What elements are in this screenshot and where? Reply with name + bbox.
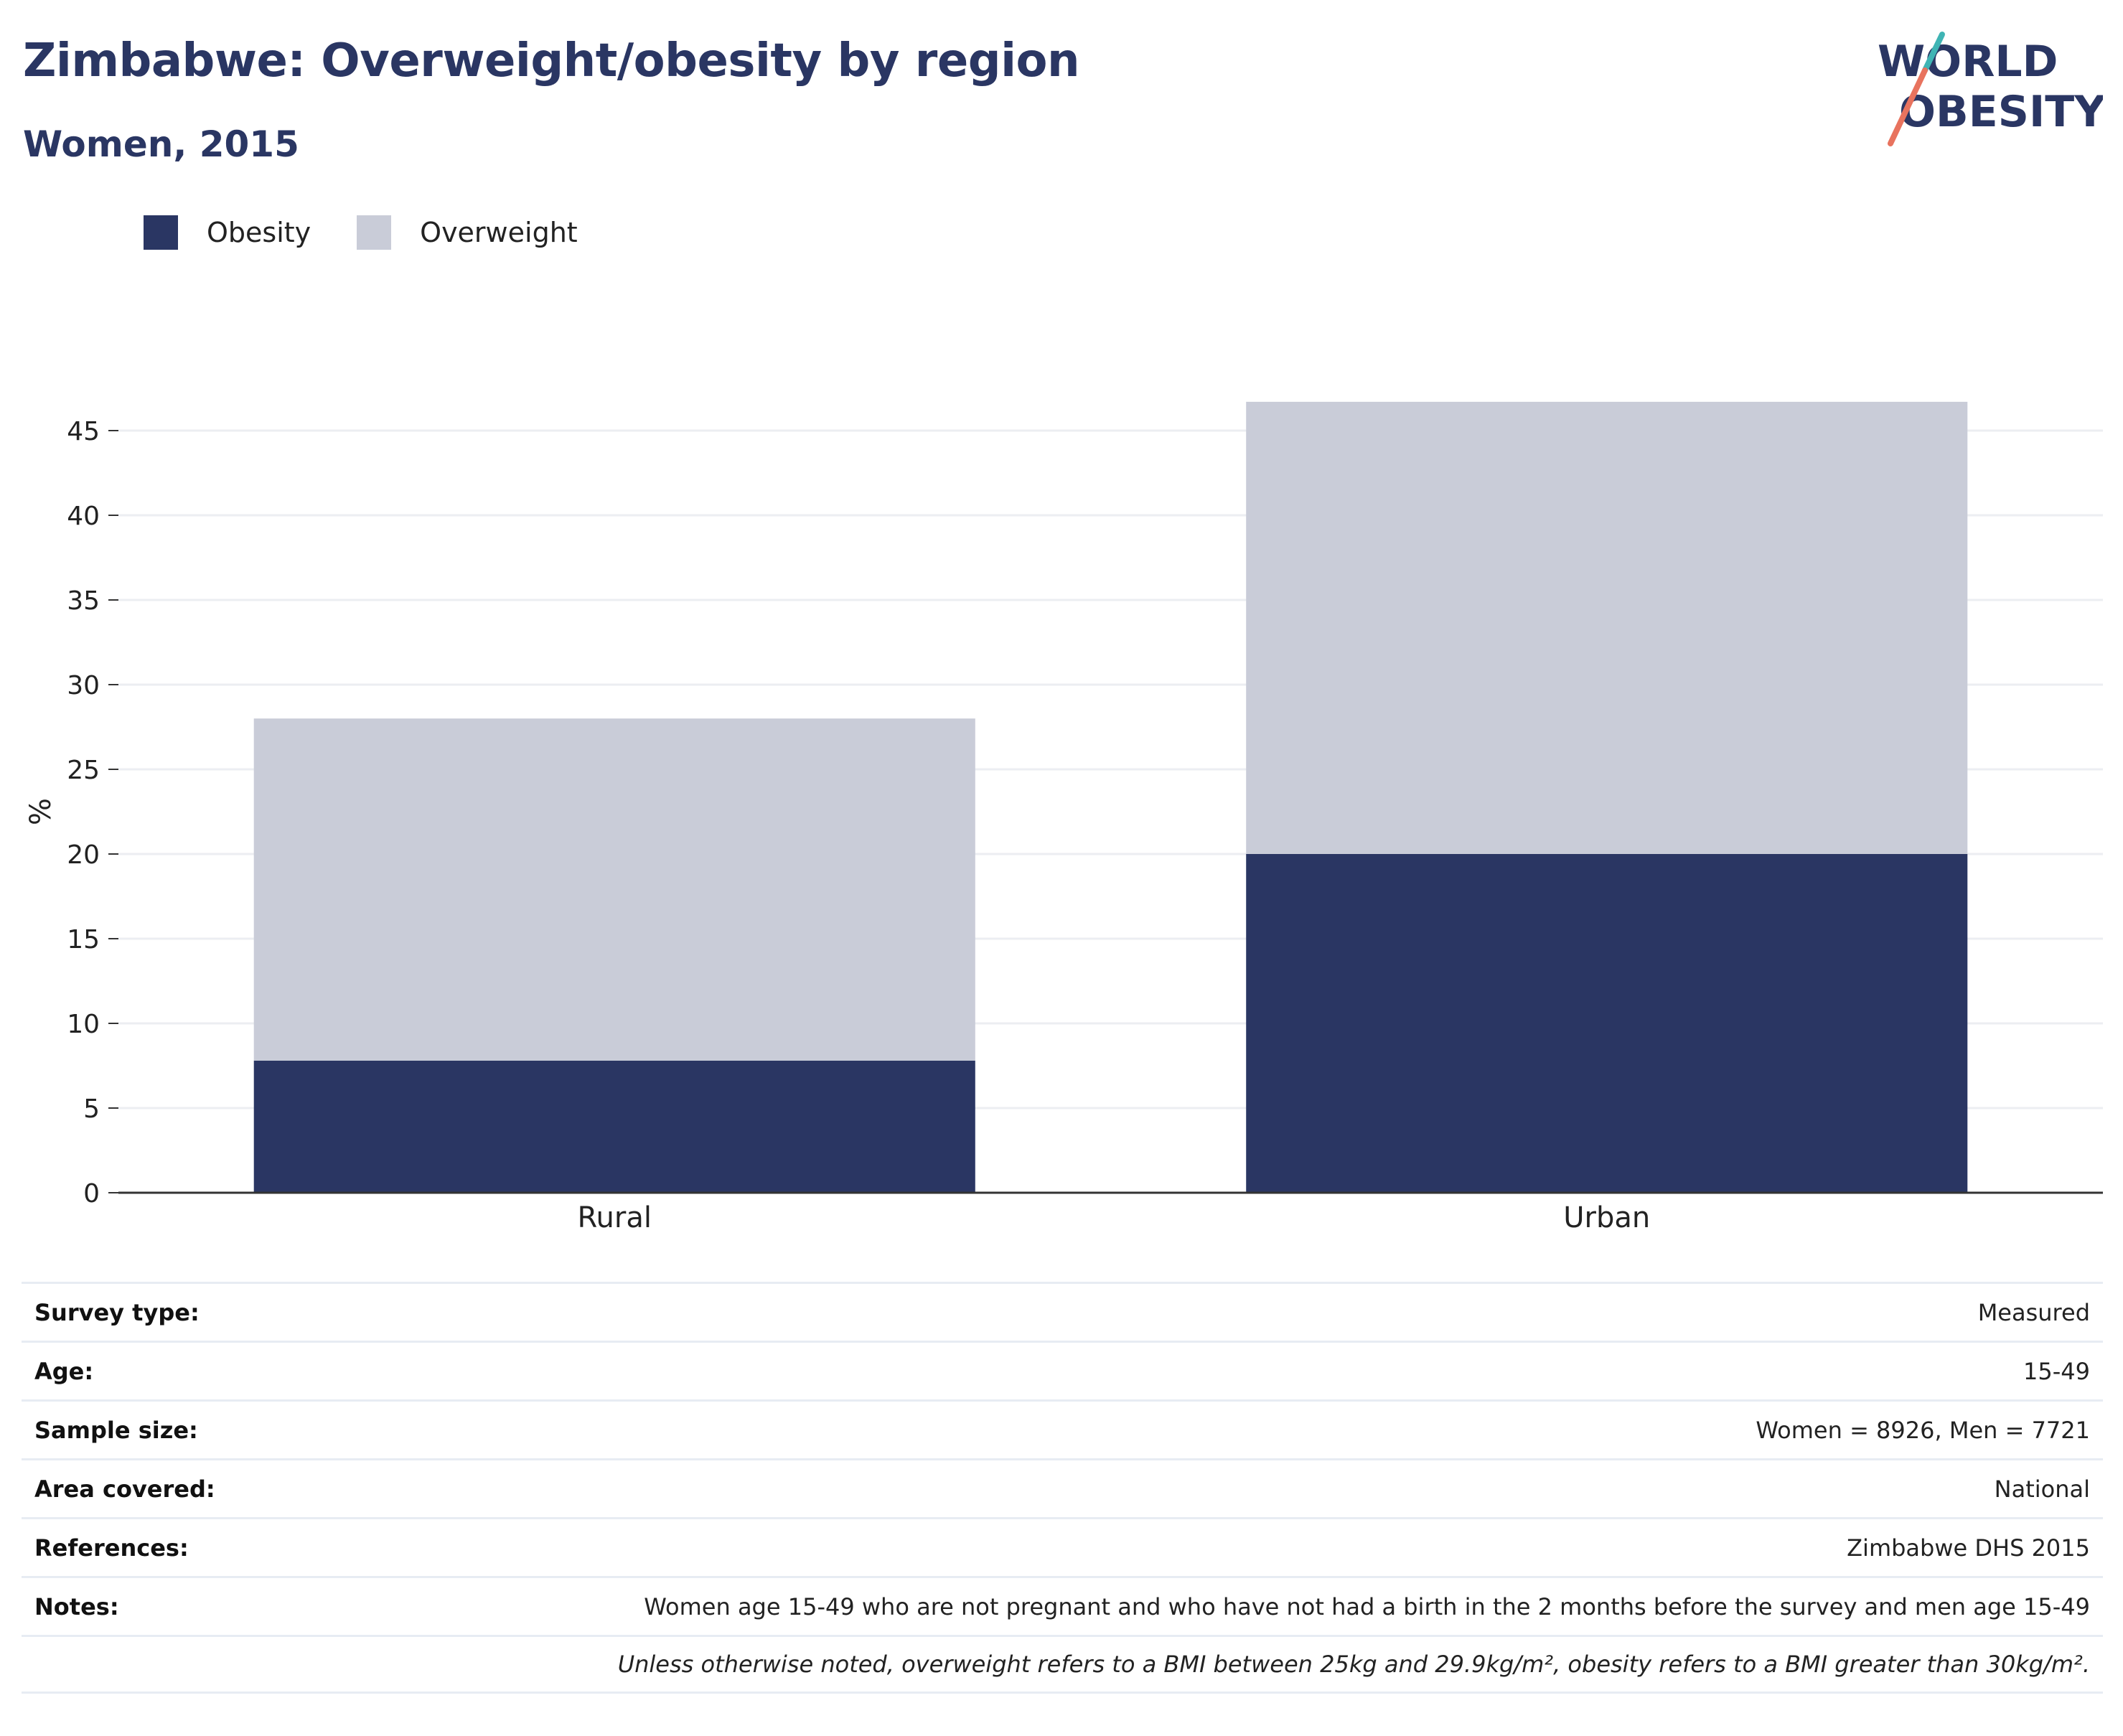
y-tick-label: 5 <box>83 1094 100 1124</box>
chart-legend: Obesity Overweight <box>144 215 624 250</box>
y-tick-label: 20 <box>67 840 100 870</box>
x-tick-label-urban: Urban <box>1563 1201 1650 1234</box>
info-label: Sample size: <box>34 1416 198 1444</box>
y-tick-label: 45 <box>67 417 100 446</box>
info-value: Women = 8926, Men = 7721 <box>1756 1416 2090 1444</box>
footnote-text: Unless otherwise noted, overweight refer… <box>617 1651 2090 1678</box>
info-value: Women age 15-49 who are not pregnant and… <box>644 1592 2090 1620</box>
info-value: Zimbabwe DHS 2015 <box>1847 1534 2090 1562</box>
logo-line1: WORLD <box>1878 37 2058 87</box>
info-row-footnote: Unless otherwise noted, overweight refer… <box>22 1635 2103 1694</box>
stacked-bar-chart: 0 5 10 15 20 25 30 35 40 45% Rural Urban <box>24 401 2103 1234</box>
bar-overweight-rural <box>253 718 975 1061</box>
logo-line2: OBESITY <box>1899 87 2103 137</box>
bar-overweight-urban <box>1246 401 1968 854</box>
logo-slash-teal <box>1922 32 1945 73</box>
info-label: Survey type: <box>34 1298 200 1326</box>
y-tick-label: 30 <box>67 671 100 700</box>
y-tick-label: 40 <box>67 502 100 531</box>
info-row-sample-size: Sample size: Women = 8926, Men = 7721 <box>22 1399 2103 1458</box>
info-label: References: <box>34 1534 189 1562</box>
bar-obesity-urban <box>1246 854 1968 1193</box>
legend-label-overweight: Overweight <box>420 217 578 248</box>
legend-swatch-overweight <box>357 215 392 250</box>
y-tick-label: 10 <box>67 1010 100 1039</box>
y-tick-label: 15 <box>67 925 100 954</box>
legend-item-obesity[interactable]: Obesity <box>144 215 311 250</box>
y-axis-label: % <box>24 798 57 825</box>
info-label: Age: <box>34 1357 94 1385</box>
legend-label-obesity: Obesity <box>207 217 311 248</box>
info-row-references: References: Zimbabwe DHS 2015 <box>22 1517 2103 1576</box>
info-row-area-covered: Area covered: National <box>22 1458 2103 1517</box>
world-obesity-logo: WORLD OBESITY <box>1878 32 2103 146</box>
info-value: Measured <box>1977 1298 2090 1326</box>
legend-swatch-obesity <box>144 215 178 250</box>
x-tick-label-rural: Rural <box>578 1201 652 1234</box>
info-row-notes: Notes: Women age 15-49 who are not pregn… <box>22 1576 2103 1635</box>
y-tick-label: 35 <box>67 586 100 616</box>
y-tick-label: 0 <box>83 1179 100 1209</box>
info-value: National <box>1994 1475 2090 1503</box>
y-tick-label: 25 <box>67 756 100 785</box>
info-label: Notes: <box>34 1592 119 1620</box>
info-label: Area covered: <box>34 1475 215 1503</box>
legend-item-overweight[interactable]: Overweight <box>357 215 578 250</box>
bar-obesity-rural <box>253 1060 975 1193</box>
page-title: Zimbabwe: Overweight/obesity by region <box>23 34 1080 88</box>
logo-slash-coral <box>1888 67 1928 146</box>
page-subtitle: Women, 2015 <box>23 123 299 165</box>
info-row-age: Age: 15-49 <box>22 1341 2103 1399</box>
info-row-survey-type: Survey type: Measured <box>22 1282 2103 1341</box>
info-value: 15-49 <box>2023 1357 2090 1385</box>
survey-info-table: Survey type: Measured Age: 15-49 Sample … <box>22 1282 2103 1694</box>
